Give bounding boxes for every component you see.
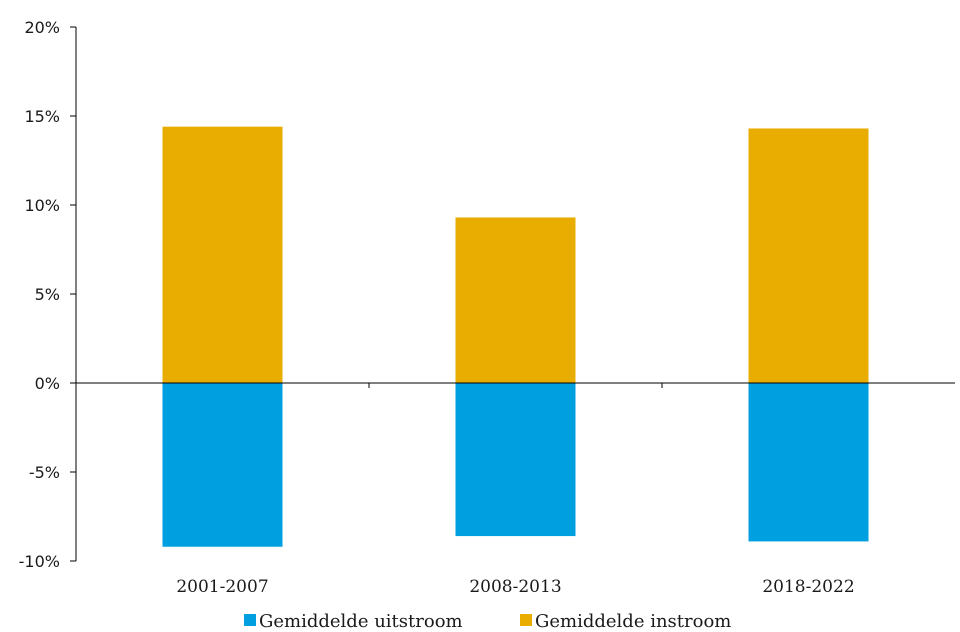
y-tick-label: 0% bbox=[35, 374, 60, 393]
y-tick-label: 10% bbox=[24, 196, 60, 215]
bar-uitstroom-2008-2013 bbox=[455, 383, 576, 537]
bar-uitstroom-2001-2007 bbox=[162, 383, 283, 547]
legend-swatch-uitstroom bbox=[244, 614, 256, 626]
bars-layer bbox=[162, 126, 869, 547]
y-tick-label: 5% bbox=[35, 285, 60, 304]
legend-swatch-instroom bbox=[520, 614, 532, 626]
legend-label-instroom: Gemiddelde instroom bbox=[535, 611, 731, 632]
y-tick-label: 15% bbox=[24, 107, 60, 126]
x-tick-label: 2018-2022 bbox=[762, 577, 854, 597]
y-tick-label: 20% bbox=[24, 18, 60, 37]
bar-instroom-2001-2007 bbox=[162, 126, 283, 384]
legend: Gemiddelde uitstroom Gemiddelde instroom bbox=[244, 611, 731, 632]
bar-uitstroom-2018-2022 bbox=[748, 383, 869, 542]
y-tick-label: -10% bbox=[19, 552, 60, 571]
bar-instroom-2008-2013 bbox=[455, 217, 576, 383]
x-axis-ticks: 2001-2007 2008-2013 2018-2022 bbox=[176, 577, 854, 597]
y-tick-label: -5% bbox=[29, 463, 60, 482]
bar-instroom-2018-2022 bbox=[748, 128, 869, 383]
x-tick-label: 2001-2007 bbox=[176, 577, 268, 597]
y-axis-ticks: 20% 15% 10% 5% 0% -5% -10% bbox=[19, 18, 76, 571]
legend-label-uitstroom: Gemiddelde uitstroom bbox=[259, 611, 463, 632]
x-tick-label: 2008-2013 bbox=[469, 577, 561, 597]
